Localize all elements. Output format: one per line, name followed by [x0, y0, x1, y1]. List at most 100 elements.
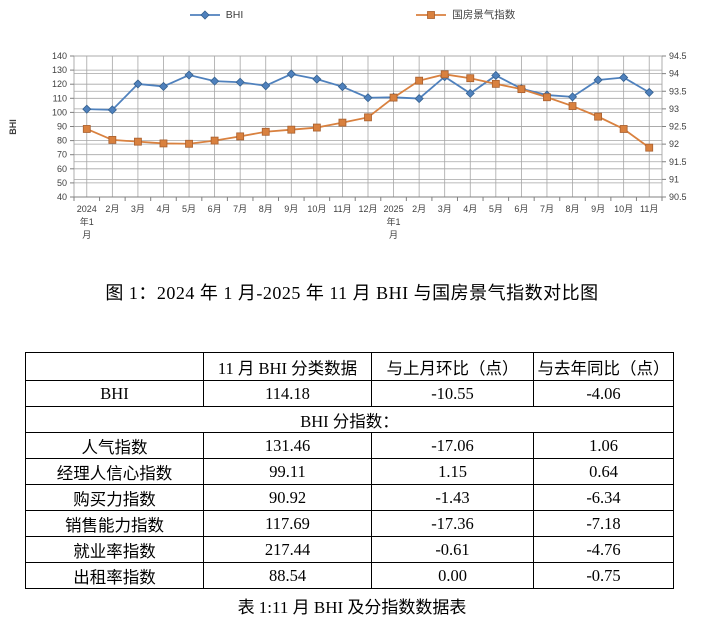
guofang-series [82, 70, 654, 152]
bhi-data-point-marker [312, 74, 322, 84]
index-name-cell: BHI [25, 380, 204, 407]
guofang-data-point-marker [159, 139, 168, 148]
bhi-data-point-marker [414, 94, 424, 104]
index-name-cell: 经理人信心指数 [25, 458, 204, 485]
guofang-data-point-marker [338, 118, 347, 127]
guofang-data-point-marker [134, 137, 142, 146]
guofang-data-point-marker [364, 113, 372, 122]
x-axis-category-label: 月 [82, 230, 91, 240]
header-empty [25, 352, 204, 381]
x-axis-category-label: 年1 [387, 216, 401, 227]
axis-tick-labels: 140 130 120 110 100 90 80 70 60 50 40 94.5 94 93.5 93 9… [52, 51, 687, 240]
x-axis-category-label: 12月 [358, 204, 377, 214]
x-axis-category-label: 6月 [514, 204, 528, 214]
x-axis-category-label: 9月 [284, 204, 298, 214]
bhi-comparison-chart: BHI 国房景气指数 140 130 120 110 100 90 80 70 60 50 40 94… [0, 0, 704, 252]
left-axis-tick-label: 40 [57, 192, 67, 202]
guofang-data-point-marker [261, 127, 270, 136]
x-axis-category-label: 11月 [640, 204, 658, 214]
table-row: BHI 114.18 -10.55 -4.06 [25, 380, 674, 407]
guofang-data-point-marker [491, 79, 500, 88]
guofang-data-point-marker [236, 132, 245, 141]
value-cell: 117.69 [203, 510, 372, 537]
left-axis-tick-label: 80 [57, 136, 67, 146]
index-name-cell: 就业率指数 [25, 536, 204, 563]
header-november-data: 11 月 BHI 分类数据 [203, 352, 372, 381]
right-axis-tick-label: 92.5 [669, 122, 687, 132]
x-axis-category-label: 5月 [182, 204, 196, 214]
table-row: 经理人信心指数 99.11 1.15 0.64 [25, 458, 674, 485]
right-axis-tick-label: 91 [669, 174, 679, 184]
value-cell: 217.44 [203, 536, 372, 563]
left-axis-tick-label: 140 [52, 51, 67, 61]
x-axis-category-label: 11月 [333, 204, 351, 214]
bhi-data-point-marker [82, 104, 92, 114]
guofang-data-point-marker [210, 136, 219, 145]
right-axis-tick-label: 92 [669, 139, 679, 149]
legend-label-guofang: 国房景气指数 [452, 9, 516, 21]
value-cell: -4.06 [533, 380, 674, 407]
x-axis-category-label: 6月 [208, 204, 222, 214]
left-axis-tick-label: 110 [53, 93, 67, 103]
value-cell: 90.92 [203, 484, 372, 511]
bhi-data-point-marker [184, 70, 194, 80]
left-axis-tick-label: 130 [52, 65, 67, 75]
x-axis-category-label: 8月 [259, 204, 273, 214]
x-axis-category-label: 9月 [591, 204, 605, 214]
section-label-cell: BHI 分指数： [25, 406, 674, 433]
bhi-data-point-marker [158, 81, 169, 92]
bhi-data-point-marker [465, 88, 475, 98]
guofang-data-point-marker [440, 70, 449, 79]
bhi-data-point-marker [261, 81, 271, 91]
guofang-data-point-marker [185, 139, 193, 148]
bhi-line-marker-icon [189, 9, 220, 20]
bhi-data-point-marker [210, 76, 220, 86]
left-axis-tick-label: 70 [57, 150, 67, 160]
guofang-data-point-marker [466, 74, 475, 83]
value-cell: 99.11 [203, 458, 372, 485]
right-axis-tick-label: 94.5 [669, 51, 687, 61]
right-axis-tick-label: 90.5 [669, 192, 687, 202]
guofang-data-point-marker [312, 123, 321, 132]
x-axis-category-label: 7月 [233, 204, 247, 214]
bhi-data-point-marker [619, 72, 629, 83]
x-axis-category-label: 8月 [566, 204, 580, 214]
guofang-line-marker-icon [416, 10, 447, 19]
table-row: 出租率指数 88.54 0.00 -0.75 [25, 562, 674, 589]
x-axis-category-label: 3月 [438, 204, 452, 214]
value-cell: -1.43 [371, 484, 534, 511]
right-axis-tick-label: 93 [669, 104, 679, 114]
bhi-data-point-marker [337, 82, 348, 92]
bhi-chart-svg: 140 130 120 110 100 90 80 70 60 50 40 94.5 94 93.5 93 9… [8, 51, 687, 240]
bhi-data-point-marker [567, 92, 578, 102]
table-row: 人气指数 131.46 -17.06 1.06 [25, 432, 674, 459]
x-axis-category-label: 5月 [489, 204, 503, 214]
index-name-cell: 购买力指数 [25, 484, 204, 511]
guofang-data-point-marker [287, 125, 296, 134]
x-axis-category-label: 10月 [614, 204, 633, 214]
left-axis-title: BHI [8, 119, 18, 135]
bhi-data-point-marker [133, 79, 143, 89]
x-axis-category-label: 7月 [540, 204, 554, 214]
x-axis-category-label: 月 [389, 230, 398, 240]
guofang-data-point-marker [415, 76, 424, 85]
value-cell: -0.61 [371, 536, 534, 563]
value-cell: 0.64 [533, 458, 674, 485]
index-name-cell: 出租率指数 [25, 562, 204, 589]
left-axis-tick-label: 120 [52, 79, 67, 89]
table-row: 就业率指数 217.44 -0.61 -4.76 [25, 536, 674, 563]
bhi-data-point-marker [107, 105, 117, 115]
value-cell: -7.18 [533, 510, 674, 537]
bhi-data-point-marker [491, 70, 501, 81]
table-header-row: 11 月 BHI 分类数据 与上月环比（点） 与去年同比（点） [25, 352, 674, 381]
table-caption: 表 1:11 月 BHI 及分指数数据表 [237, 598, 467, 617]
guofang-data-point-marker [645, 143, 654, 152]
right-axis-tick-label: 94 [669, 69, 679, 79]
left-axis-tick-label: 90 [57, 122, 67, 132]
bhi-data-table: 11 月 BHI 分类数据 与上月环比（点） 与去年同比（点） BHI 114.1… [25, 352, 674, 589]
guofang-data-point-marker [108, 135, 117, 144]
table-section-row: BHI 分指数： [25, 406, 674, 433]
value-cell: -4.76 [533, 536, 674, 563]
legend-item-bhi: BHI [189, 9, 243, 21]
x-axis-category-label: 10月 [307, 204, 326, 214]
